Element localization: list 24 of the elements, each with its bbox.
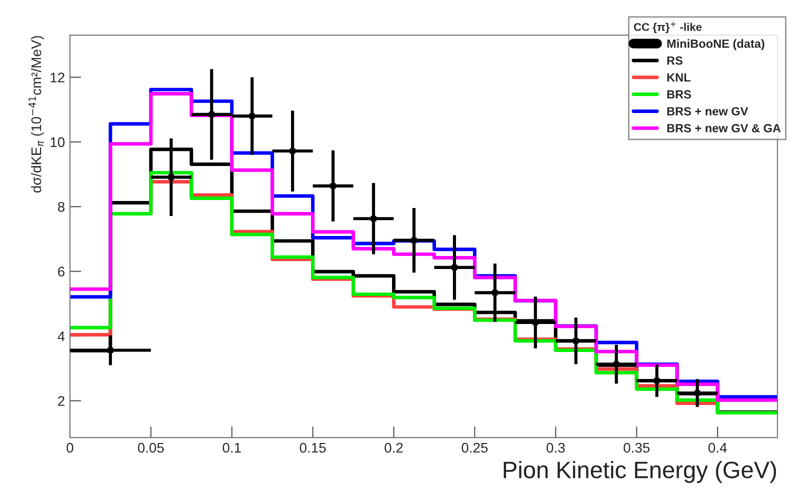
x-tick-label: 0: [66, 442, 74, 453]
y-tick-label: 10: [50, 137, 65, 148]
x-tick-label: 0.1: [222, 442, 241, 453]
y-tick-label: 12: [50, 72, 64, 82]
legend-title: CC {π}$^{+}$ -like: [634, 22, 702, 34]
y-tick-label: 2: [58, 396, 64, 406]
y-tick-label: 8: [58, 202, 64, 212]
legend-label: BRS + new GV: [667, 107, 748, 116]
x-tick-label: 0.35: [624, 442, 650, 453]
x-tick-label: 0.3: [546, 442, 565, 453]
y-tick-label: 4: [58, 332, 65, 342]
x-tick-label: 0.4: [708, 442, 727, 453]
x-axis-title: Pion Kinetic Energy (GeV): [504, 460, 776, 483]
legend-label: MiniBooNE (data): [667, 39, 764, 50]
y-axis-title: dσ/dKE$_{π}$ (10$^{−41}$cm²/MeV): [28, 36, 44, 193]
x-tick-label: 0.25: [462, 442, 488, 453]
legend-label: BRS: [667, 90, 691, 99]
x-tick-label: 0.05: [138, 442, 164, 453]
y-tick-label: 6: [58, 266, 64, 277]
legend-label: BRS + new GV & GA: [667, 124, 781, 132]
x-tick-label: 0.15: [300, 442, 326, 453]
x-tick-label: 0.2: [384, 442, 403, 453]
legend-label: RS: [667, 56, 682, 65]
legend-label: KNL: [667, 73, 690, 82]
